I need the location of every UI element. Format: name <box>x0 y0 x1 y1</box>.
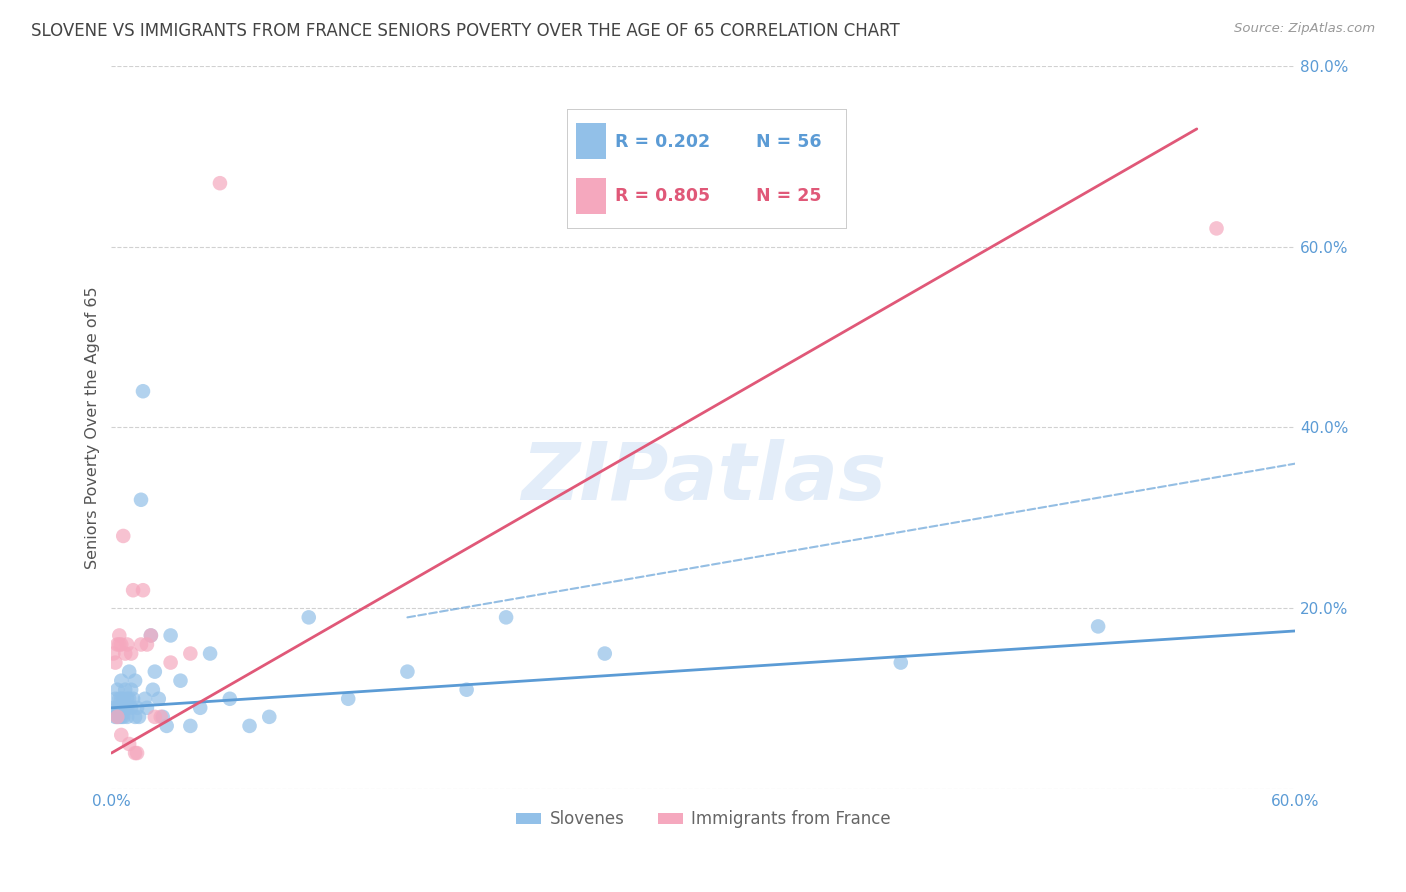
Point <box>1205 221 1227 235</box>
Point <box>108 710 131 724</box>
Point <box>238 719 260 733</box>
Point <box>114 701 136 715</box>
Point <box>115 701 138 715</box>
Point <box>159 628 181 642</box>
Point <box>112 691 135 706</box>
Point <box>136 701 159 715</box>
Point <box>118 737 141 751</box>
Point <box>122 691 145 706</box>
Text: SLOVENE VS IMMIGRANTS FROM FRANCE SENIORS POVERTY OVER THE AGE OF 65 CORRELATION: SLOVENE VS IMMIGRANTS FROM FRANCE SENIOR… <box>31 22 900 40</box>
Point <box>112 529 135 543</box>
Point <box>148 691 170 706</box>
Point <box>108 638 131 652</box>
Point <box>593 647 616 661</box>
Point <box>108 628 131 642</box>
Point <box>142 682 165 697</box>
Point <box>152 710 174 724</box>
Point <box>159 656 181 670</box>
Point <box>128 710 150 724</box>
Point <box>124 710 146 724</box>
Point <box>104 710 127 724</box>
Point <box>134 691 156 706</box>
Point <box>110 710 132 724</box>
Point <box>115 710 138 724</box>
Text: ZIPatlas: ZIPatlas <box>522 439 886 517</box>
Point <box>136 638 159 652</box>
Text: Source: ZipAtlas.com: Source: ZipAtlas.com <box>1234 22 1375 36</box>
Point <box>105 701 128 715</box>
Point <box>156 719 179 733</box>
Point <box>118 691 141 706</box>
Point <box>114 682 136 697</box>
Point <box>118 665 141 679</box>
Point <box>125 746 148 760</box>
Point <box>104 656 127 670</box>
Point <box>112 710 135 724</box>
Point <box>110 638 132 652</box>
Y-axis label: Seniors Poverty Over the Age of 65: Seniors Poverty Over the Age of 65 <box>86 286 100 569</box>
Point <box>132 583 155 598</box>
Point <box>115 638 138 652</box>
Point <box>112 701 135 715</box>
Point <box>129 638 152 652</box>
Point <box>139 628 162 642</box>
Point <box>169 673 191 688</box>
Point <box>122 583 145 598</box>
Point <box>179 719 201 733</box>
Point <box>143 665 166 679</box>
Point <box>110 673 132 688</box>
Point <box>124 746 146 760</box>
Point <box>114 647 136 661</box>
Point <box>105 638 128 652</box>
Point <box>120 701 142 715</box>
Point <box>337 691 360 706</box>
Point <box>103 647 125 661</box>
Point <box>105 682 128 697</box>
Point <box>198 647 221 661</box>
Point <box>179 647 201 661</box>
Point <box>890 656 912 670</box>
Point <box>259 710 281 724</box>
Point <box>218 691 240 706</box>
Legend: Slovenes, Immigrants from France: Slovenes, Immigrants from France <box>509 804 897 835</box>
Point <box>108 691 131 706</box>
Point <box>110 691 132 706</box>
Point <box>208 176 231 190</box>
Point <box>149 710 172 724</box>
Point <box>124 673 146 688</box>
Point <box>298 610 321 624</box>
Point <box>120 682 142 697</box>
Point <box>125 701 148 715</box>
Point <box>120 647 142 661</box>
Point <box>396 665 419 679</box>
Point <box>139 628 162 642</box>
Point <box>103 701 125 715</box>
Point <box>108 701 131 715</box>
Point <box>115 691 138 706</box>
Point <box>495 610 517 624</box>
Point <box>188 701 211 715</box>
Point <box>1087 619 1109 633</box>
Point <box>105 710 128 724</box>
Point <box>105 710 128 724</box>
Point <box>129 492 152 507</box>
Point <box>110 701 132 715</box>
Point <box>143 710 166 724</box>
Point <box>104 691 127 706</box>
Point <box>132 384 155 399</box>
Point <box>110 728 132 742</box>
Point <box>456 682 478 697</box>
